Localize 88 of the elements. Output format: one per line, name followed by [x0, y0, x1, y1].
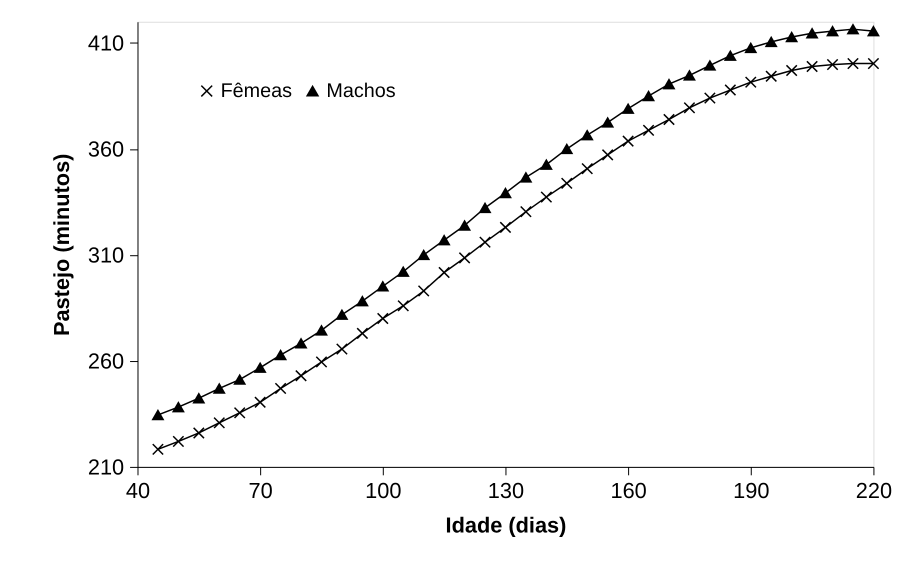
point — [316, 325, 328, 336]
point — [602, 148, 614, 161]
point — [560, 177, 573, 190]
x-axis-title: Idade (dias) — [446, 512, 566, 538]
point — [642, 124, 654, 136]
x-tick-label: 220 — [856, 478, 892, 504]
point — [274, 382, 287, 394]
point — [847, 24, 859, 34]
point — [622, 103, 634, 114]
point — [254, 396, 266, 408]
point — [724, 84, 736, 96]
point — [438, 234, 450, 246]
y-tick-label: 260 — [88, 348, 124, 374]
x-tick-label: 130 — [488, 478, 524, 504]
x-tick-label: 70 — [248, 478, 273, 504]
point — [500, 188, 512, 198]
point — [479, 202, 491, 214]
point — [152, 443, 164, 456]
x-tick-label: 40 — [126, 478, 150, 504]
point — [418, 285, 430, 297]
point — [295, 370, 307, 382]
point — [479, 236, 491, 248]
legend-label: Machos — [326, 80, 396, 102]
point — [744, 42, 757, 54]
point — [806, 60, 818, 72]
point — [376, 312, 389, 324]
point — [663, 78, 675, 90]
point — [192, 392, 205, 404]
point — [356, 327, 368, 340]
point — [234, 406, 246, 419]
point — [786, 32, 798, 42]
point — [152, 410, 164, 420]
legend-label: Fêmeas — [220, 80, 292, 102]
point — [397, 266, 410, 277]
point — [213, 383, 226, 394]
point — [786, 64, 798, 76]
y-tick-label: 210 — [88, 454, 124, 480]
point — [684, 70, 696, 81]
point — [765, 36, 778, 48]
point — [622, 135, 634, 148]
x-tick-label: 100 — [365, 478, 402, 504]
point — [254, 362, 266, 373]
y-tick-label: 310 — [88, 242, 124, 268]
y-tick-label: 360 — [88, 136, 124, 162]
point — [663, 114, 675, 126]
point — [274, 350, 287, 360]
point — [704, 60, 716, 71]
y-tick-label: 410 — [88, 30, 124, 56]
point — [500, 221, 512, 234]
point — [806, 28, 818, 38]
point — [704, 92, 716, 104]
point — [213, 416, 226, 429]
point — [172, 402, 184, 412]
point — [642, 90, 654, 102]
x-tick-label: 190 — [733, 478, 770, 504]
point — [458, 252, 471, 264]
point — [867, 58, 880, 70]
point — [744, 76, 757, 88]
point — [520, 206, 532, 218]
point — [458, 220, 471, 231]
point — [316, 356, 328, 368]
point — [520, 172, 532, 183]
point — [234, 374, 246, 385]
point — [581, 162, 594, 175]
point — [724, 50, 736, 61]
point — [765, 70, 778, 82]
point — [418, 250, 430, 260]
y-axis-title: Pastejo (minutos) — [49, 154, 74, 336]
point — [847, 58, 859, 70]
point — [356, 296, 368, 306]
point — [560, 144, 573, 154]
point — [295, 338, 307, 349]
point — [438, 266, 450, 278]
point — [867, 26, 880, 36]
point — [376, 281, 389, 292]
point — [540, 159, 552, 170]
point — [581, 130, 594, 140]
point — [172, 436, 184, 448]
point — [826, 26, 838, 36]
point — [336, 309, 348, 320]
point — [602, 117, 614, 128]
point — [336, 343, 348, 355]
point — [684, 102, 696, 114]
x-tick-label: 160 — [610, 478, 647, 504]
point — [397, 300, 410, 312]
point — [826, 58, 838, 71]
point — [540, 191, 552, 203]
point — [192, 427, 205, 439]
